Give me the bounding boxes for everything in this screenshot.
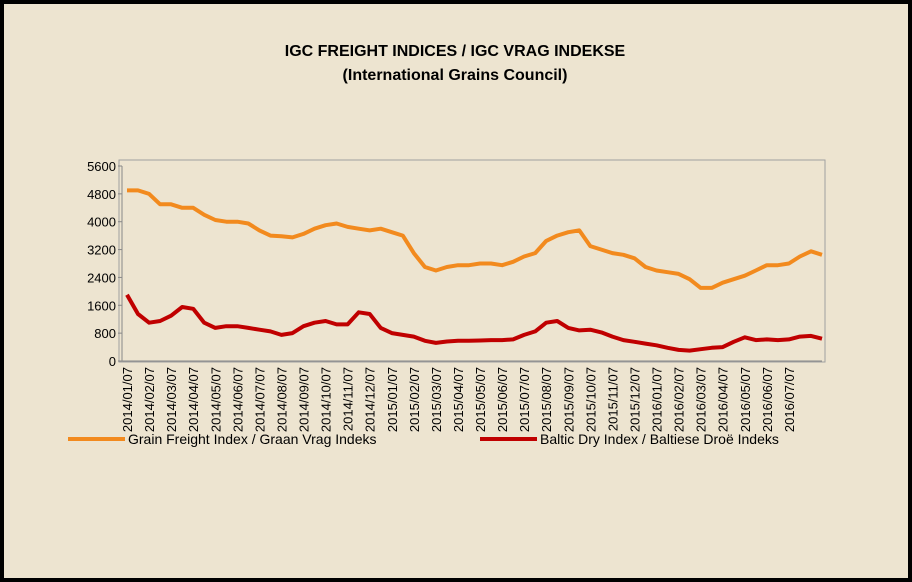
x-tick-label: 2016/03/07 [694, 367, 709, 432]
chart-title: IGC FREIGHT INDICES / IGC VRAG INDEKSE [285, 43, 626, 60]
x-tick-label: 2014/12/07 [363, 367, 378, 432]
x-tick-label: 2014/09/07 [297, 367, 312, 432]
x-tick-label: 2014/07/07 [252, 367, 267, 432]
x-tick-label: 2016/05/07 [738, 367, 753, 432]
x-tick-label: 2015/01/07 [385, 367, 400, 432]
x-tick-label: 2016/02/07 [672, 367, 687, 432]
x-tick-label: 2014/11/07 [341, 367, 356, 431]
x-tick-label: 2014/01/07 [120, 367, 135, 432]
x-tick-label: 2015/04/07 [451, 367, 466, 432]
legend-label: Baltic Dry Index / Baltiese Droë Indeks [540, 431, 779, 447]
legend-label: Grain Freight Index / Graan Vrag Indeks [128, 431, 377, 447]
chart-subtitle: (International Grains Council) [343, 67, 568, 84]
x-tick-label: 2015/12/07 [627, 367, 642, 432]
x-tick-label: 2016/01/07 [650, 367, 665, 432]
series-line [127, 188, 823, 290]
y-tick-label: 800 [94, 326, 116, 341]
x-tick-label: 2015/11/07 [605, 367, 620, 431]
y-tick-label: 4000 [87, 215, 116, 230]
x-tick-label: 2014/02/07 [142, 367, 157, 432]
x-tick-label: 2014/03/07 [164, 367, 179, 432]
plot-frame [118, 159, 826, 363]
x-tick-label: 2016/07/07 [782, 367, 797, 432]
x-tick-label: 2014/05/07 [208, 367, 223, 432]
x-tick-label: 2015/03/07 [429, 367, 444, 432]
y-tick-label: 5600 [87, 159, 116, 174]
x-tick-label: 2015/05/07 [473, 367, 488, 432]
x-tick-label: 2014/08/07 [274, 367, 289, 432]
y-tick-label: 0 [109, 354, 116, 369]
x-tick-label: 2014/10/07 [319, 367, 334, 432]
x-tick-label: 2015/08/07 [539, 367, 554, 432]
y-tick-label: 4800 [87, 187, 116, 202]
x-tick-label: 2016/06/07 [760, 367, 775, 432]
x-tick-label: 2015/07/07 [517, 367, 532, 432]
y-tick-label: 1600 [87, 298, 116, 313]
y-tick-label: 3200 [87, 243, 116, 258]
y-tick-label: 2400 [87, 270, 116, 285]
x-tick-label: 2015/09/07 [561, 367, 576, 432]
x-tick-label: 2014/06/07 [230, 367, 245, 432]
x-tick-label: 2015/02/07 [407, 367, 422, 432]
x-tick-label: 2016/04/07 [716, 367, 731, 432]
x-tick-label: 2015/10/07 [583, 367, 598, 432]
x-tick-label: 2015/06/07 [495, 367, 510, 432]
series-line [125, 293, 823, 353]
x-tick-label: 2014/04/07 [186, 367, 201, 432]
